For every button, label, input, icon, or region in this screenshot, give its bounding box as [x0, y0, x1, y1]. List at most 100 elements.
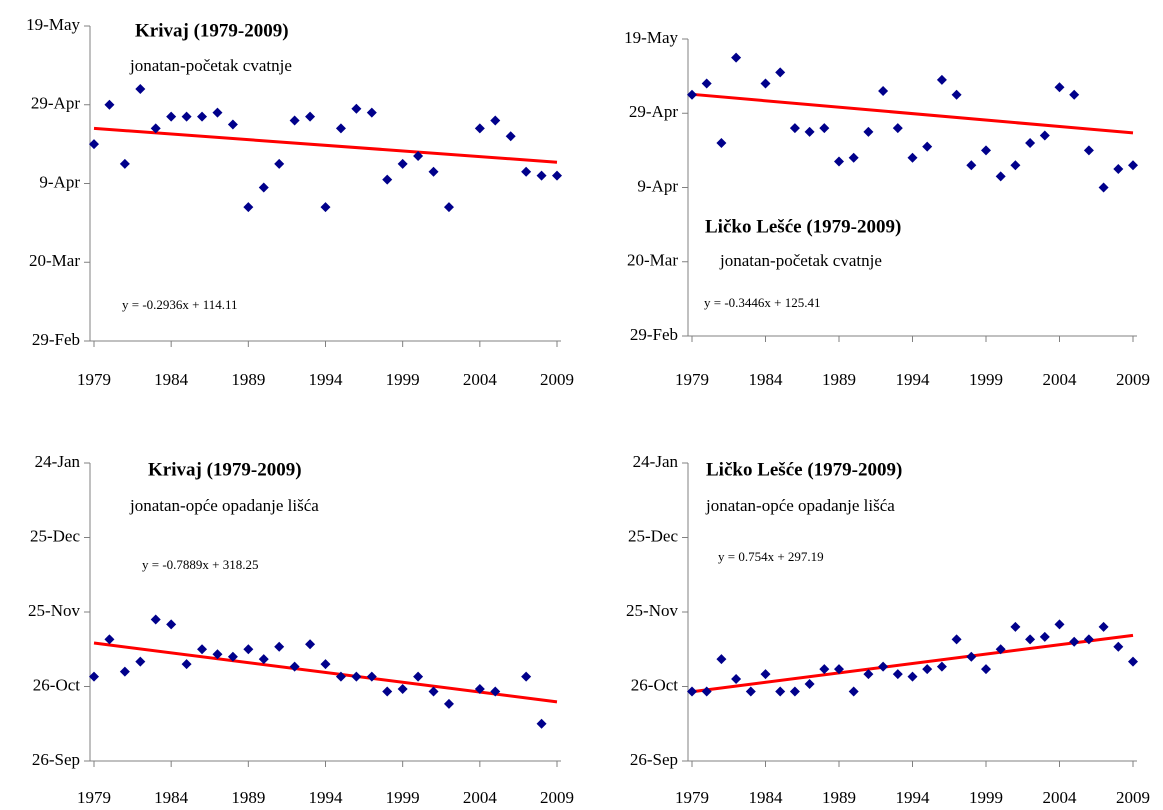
data-point — [521, 166, 532, 177]
y-tick-label: 19-May — [624, 28, 678, 47]
data-point — [922, 664, 933, 675]
chart-subtitle: jonatan-opće opadanje lišća — [705, 496, 895, 515]
data-point — [716, 137, 727, 148]
data-point — [951, 89, 962, 100]
data-point — [536, 718, 547, 729]
data-point — [227, 651, 238, 662]
data-point — [166, 619, 177, 630]
x-tick-label: 2009 — [1116, 788, 1150, 807]
data-point — [320, 202, 331, 213]
trend-line — [691, 633, 1134, 694]
y-tick-label: 29-Apr — [31, 94, 80, 113]
data-point — [1098, 182, 1109, 193]
trend-line — [93, 641, 558, 704]
data-point — [760, 669, 771, 680]
x-tick-label: 2004 — [463, 788, 498, 807]
x-tick-label: 1979 — [675, 370, 709, 389]
data-point — [834, 664, 844, 675]
chart-title: Krivaj (1979-2009) — [135, 20, 289, 41]
data-point — [181, 111, 192, 122]
x-tick-label: 1994 — [896, 370, 931, 389]
x-tick-label: 1989 — [231, 788, 265, 807]
y-tick-label: 20-Mar — [627, 251, 678, 270]
data-point — [197, 111, 208, 122]
data-point — [892, 123, 903, 134]
y-tick-label: 26-Sep — [630, 750, 678, 769]
x-tick-label: 2009 — [540, 788, 574, 807]
x-tick-label: 2009 — [1116, 370, 1150, 389]
data-point — [995, 171, 1006, 182]
data-point — [848, 152, 859, 163]
data-point — [335, 671, 346, 682]
data-point — [521, 671, 532, 682]
y-tick-label: 25-Nov — [626, 601, 678, 620]
data-point — [1010, 160, 1021, 171]
x-tick-label: 1999 — [386, 370, 420, 389]
y-tick-label: 26-Sep — [32, 750, 80, 769]
data-point — [848, 686, 859, 697]
data-point — [443, 202, 454, 213]
data-point — [397, 158, 408, 169]
x-tick-label: 2004 — [463, 370, 498, 389]
data-point — [1025, 137, 1036, 148]
x-tick-label: 1994 — [896, 788, 931, 807]
data-point — [428, 686, 439, 697]
data-point — [966, 651, 977, 662]
data-point — [1083, 634, 1094, 645]
chart-panel: 26-Sep 26-Oct 25-Nov 25-Dec 24-Jan 1979 1984 19… — [28, 452, 574, 807]
data-point — [289, 661, 300, 672]
data-point — [1039, 130, 1050, 141]
y-tick-label: 24-Jan — [35, 452, 81, 471]
data-point — [687, 686, 697, 697]
data-point — [731, 52, 742, 63]
data-point — [212, 649, 223, 660]
data-point — [804, 126, 815, 137]
data-point — [775, 686, 786, 697]
data-point — [687, 89, 697, 100]
x-tick-label: 1979 — [77, 788, 111, 807]
data-point — [1054, 619, 1065, 630]
data-point — [413, 150, 424, 161]
data-point — [320, 659, 331, 670]
trend-line — [691, 92, 1134, 135]
data-point — [760, 78, 771, 89]
data-point — [274, 158, 285, 169]
data-point — [716, 654, 727, 665]
y-tick-label: 26-Oct — [33, 675, 80, 694]
data-point — [878, 85, 889, 96]
data-point — [701, 686, 712, 697]
y-tick-label: 25-Nov — [28, 601, 80, 620]
data-point — [104, 99, 115, 110]
data-point — [1010, 621, 1021, 632]
data-point — [474, 683, 485, 694]
y-tick-label: 26-Oct — [631, 675, 678, 694]
data-point — [1039, 631, 1050, 642]
chart-subtitle: jonatan-opće opadanje lišća — [129, 496, 319, 515]
data-point — [1069, 636, 1080, 647]
data-point — [490, 115, 501, 126]
data-point — [863, 126, 874, 137]
data-point — [981, 664, 991, 675]
data-point — [1113, 641, 1124, 652]
data-point — [289, 115, 300, 126]
data-point — [197, 644, 208, 655]
data-point — [89, 671, 99, 682]
data-point — [936, 661, 947, 672]
data-point — [181, 659, 192, 670]
data-point — [819, 664, 830, 675]
trend-equation: y = -0.7889x + 318.25 — [142, 557, 259, 572]
y-tick-label: 20-Mar — [29, 251, 80, 270]
y-tick-label: 25-Dec — [30, 526, 80, 545]
data-point — [863, 669, 874, 680]
data-point — [428, 166, 439, 177]
data-point — [1113, 163, 1124, 174]
y-tick-label: 25-Dec — [628, 526, 678, 545]
data-point — [1054, 82, 1065, 93]
trend-equation: y = -0.3446x + 125.41 — [704, 295, 821, 310]
trend-line — [93, 126, 558, 164]
x-tick-label: 1999 — [969, 788, 1003, 807]
y-tick-label: 29-Apr — [629, 102, 678, 121]
data-point — [981, 145, 991, 156]
data-point — [119, 158, 130, 169]
x-tick-label: 1979 — [675, 788, 709, 807]
